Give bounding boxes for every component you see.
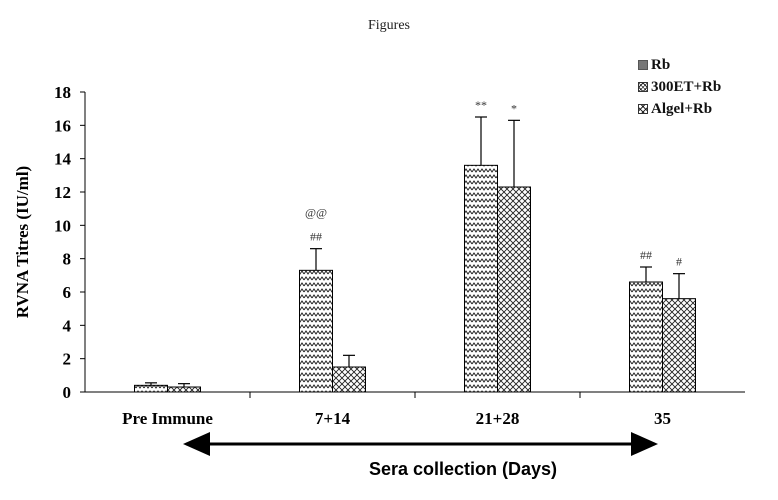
- x-axis-title: Sera collection (Days): [369, 459, 557, 479]
- x-tick-label: 7+14: [315, 409, 351, 428]
- x-tick-label: Pre Immune: [122, 409, 213, 428]
- legend-label: Algel+Rb: [651, 100, 713, 117]
- significance-label: ##: [640, 248, 652, 262]
- bar: [299, 269, 333, 393]
- bar: [497, 186, 531, 393]
- bar: [629, 281, 663, 393]
- y-tick-label: 18: [54, 83, 71, 102]
- y-tick-label: 10: [54, 216, 71, 235]
- legend-label: 300ET+Rb: [651, 78, 722, 95]
- legend-item-rb: Rb: [638, 54, 721, 76]
- bar: [167, 386, 201, 393]
- y-tick-label: 2: [63, 350, 72, 369]
- x-tick-label: 21+28: [476, 409, 520, 428]
- x-tick-label: 35: [654, 409, 671, 428]
- y-tick-label: 4: [63, 316, 72, 335]
- legend-item-algel-rb: Algel+Rb: [638, 98, 721, 120]
- y-tick-label: 16: [54, 116, 71, 135]
- legend-swatch-300et-rb: [638, 82, 648, 92]
- legend-label: Rb: [651, 56, 671, 73]
- bar: [134, 384, 168, 393]
- legend-swatch-rb: [638, 60, 648, 70]
- significance-label: #: [676, 255, 682, 269]
- significance-label: *: [511, 101, 517, 115]
- bar: [662, 298, 696, 393]
- significance-label: ##: [310, 230, 322, 244]
- y-axis-title: RVNA Titres (IU/ml): [13, 166, 32, 318]
- y-tick-label: 6: [63, 283, 72, 302]
- legend-item-300et-rb: 300ET+Rb: [638, 76, 721, 98]
- y-tick-label: 14: [54, 150, 72, 169]
- legend-swatch-algel-rb: [638, 104, 648, 114]
- y-tick-label: 12: [54, 183, 71, 202]
- y-tick-label: 8: [63, 250, 72, 269]
- page-header: Figures: [368, 18, 410, 33]
- chart-legend: Rb 300ET+Rb Algel+Rb: [638, 54, 721, 120]
- significance-label: **: [475, 98, 487, 112]
- y-tick-label: 0: [63, 383, 72, 402]
- significance-label: @@: [305, 206, 327, 220]
- bar: [332, 366, 366, 393]
- bar: [464, 164, 498, 393]
